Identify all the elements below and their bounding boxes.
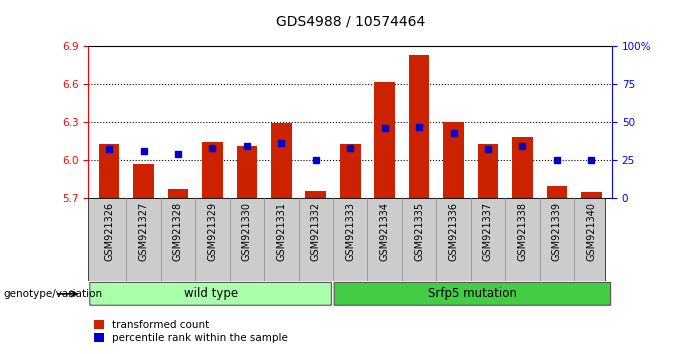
Bar bbox=[168, 189, 188, 198]
Text: GSM921330: GSM921330 bbox=[242, 201, 252, 261]
Text: GSM921334: GSM921334 bbox=[379, 201, 390, 261]
Text: GSM921337: GSM921337 bbox=[483, 201, 493, 261]
Bar bbox=[305, 191, 326, 198]
Text: GSM921329: GSM921329 bbox=[207, 201, 218, 261]
Legend: transformed count, percentile rank within the sample: transformed count, percentile rank withi… bbox=[94, 320, 288, 343]
Bar bbox=[581, 192, 602, 198]
Text: GSM921335: GSM921335 bbox=[414, 201, 424, 261]
Bar bbox=[547, 185, 567, 198]
FancyBboxPatch shape bbox=[90, 282, 331, 305]
Bar bbox=[202, 142, 223, 198]
Text: GSM921328: GSM921328 bbox=[173, 201, 183, 261]
Bar bbox=[374, 81, 395, 198]
Bar bbox=[237, 146, 257, 198]
Text: GSM921331: GSM921331 bbox=[276, 201, 286, 261]
Bar bbox=[340, 144, 360, 198]
Bar bbox=[99, 144, 120, 198]
Bar bbox=[512, 137, 532, 198]
Text: genotype/variation: genotype/variation bbox=[3, 289, 103, 299]
Text: GSM921338: GSM921338 bbox=[517, 201, 528, 261]
Text: GDS4988 / 10574464: GDS4988 / 10574464 bbox=[275, 14, 425, 28]
Bar bbox=[133, 164, 154, 198]
Bar bbox=[443, 122, 464, 198]
Bar bbox=[271, 124, 292, 198]
Text: GSM921333: GSM921333 bbox=[345, 201, 355, 261]
Text: Srfp5 mutation: Srfp5 mutation bbox=[428, 287, 517, 300]
Text: GSM921336: GSM921336 bbox=[449, 201, 458, 261]
FancyBboxPatch shape bbox=[334, 282, 611, 305]
Text: GSM921326: GSM921326 bbox=[104, 201, 114, 261]
Text: GSM921339: GSM921339 bbox=[552, 201, 562, 261]
Text: GSM921332: GSM921332 bbox=[311, 201, 321, 261]
Text: wild type: wild type bbox=[184, 287, 237, 300]
Bar bbox=[477, 144, 498, 198]
Text: GSM921327: GSM921327 bbox=[139, 201, 148, 261]
Text: GSM921340: GSM921340 bbox=[586, 201, 596, 261]
Bar bbox=[409, 55, 430, 198]
